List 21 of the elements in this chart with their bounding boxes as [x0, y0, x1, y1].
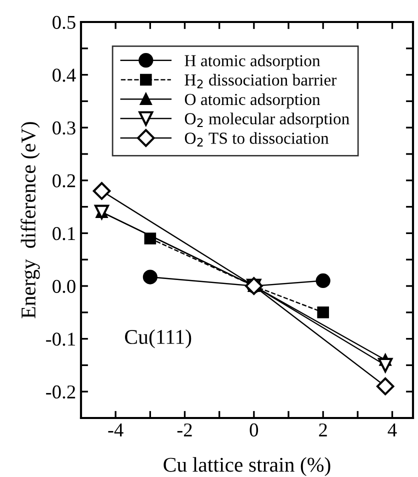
y-tick-label: 0.5: [52, 16, 76, 30]
x-tick-label: 2: [319, 423, 327, 436]
annotation: Cu(111): [125, 329, 192, 348]
y-tick-label: 0.2: [52, 174, 76, 188]
legend-label: O$_{2}$ TS to dissociation: [184, 132, 329, 146]
x-tick-label: 4: [388, 424, 397, 436]
x-axis-title: Cu lattice strain (%): [164, 457, 330, 476]
x-tick-label: -4: [108, 424, 124, 436]
legend-label: H atomic adsorption: [184, 54, 320, 70]
y-tick-label: 0.3: [52, 121, 76, 135]
legend-label: O$_{2}$ molecular adsorption: [184, 112, 350, 128]
y-tick-label: -0.1: [46, 332, 75, 346]
y-tick-label: 0.4: [52, 68, 76, 82]
y-tick-label: -0.2: [46, 385, 76, 399]
y-tick-label: 0.0: [52, 280, 76, 294]
x-tick-label: 0: [250, 423, 258, 437]
y-tick-label: 0.1: [52, 227, 75, 240]
legend-label: H$_{2}$ dissociation barrier: [184, 74, 337, 88]
legend-label: O atomic adsorption: [184, 93, 320, 108]
x-tick-label: -2: [177, 423, 192, 436]
y-axis-title: Energy difference (eV): [20, 122, 40, 318]
